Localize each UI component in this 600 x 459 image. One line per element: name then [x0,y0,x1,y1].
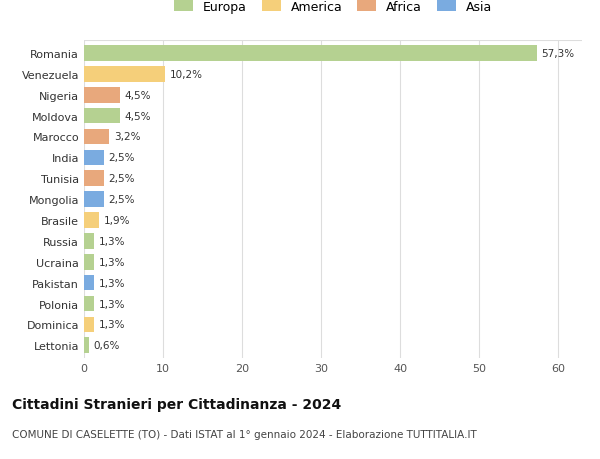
Bar [84,296,94,312]
Text: Cittadini Stranieri per Cittadinanza - 2024: Cittadini Stranieri per Cittadinanza - 2… [12,397,341,411]
Text: 0,6%: 0,6% [94,341,120,351]
Text: 1,3%: 1,3% [99,299,125,309]
Bar [84,317,94,332]
Bar [84,192,104,207]
Bar [84,67,164,83]
Text: 57,3%: 57,3% [542,49,575,59]
Bar [84,234,94,249]
Text: 1,9%: 1,9% [104,216,130,225]
Bar [84,150,104,166]
Text: 4,5%: 4,5% [124,90,151,101]
Text: 4,5%: 4,5% [124,112,151,121]
Bar [84,46,537,62]
Bar [84,129,109,145]
Text: 1,3%: 1,3% [99,319,125,330]
Text: 10,2%: 10,2% [169,70,202,80]
Text: 1,3%: 1,3% [99,257,125,267]
Text: 1,3%: 1,3% [99,278,125,288]
Text: 1,3%: 1,3% [99,236,125,246]
Bar [84,88,119,103]
Bar [84,213,99,228]
Text: 3,2%: 3,2% [114,132,140,142]
Text: 2,5%: 2,5% [109,153,135,163]
Text: COMUNE DI CASELETTE (TO) - Dati ISTAT al 1° gennaio 2024 - Elaborazione TUTTITAL: COMUNE DI CASELETTE (TO) - Dati ISTAT al… [12,429,477,439]
Bar [84,254,94,270]
Bar [84,108,119,124]
Text: 2,5%: 2,5% [109,174,135,184]
Legend: Europa, America, Africa, Asia: Europa, America, Africa, Asia [170,0,496,17]
Text: 2,5%: 2,5% [109,195,135,205]
Bar [84,171,104,187]
Bar [84,338,89,353]
Bar [84,275,94,291]
